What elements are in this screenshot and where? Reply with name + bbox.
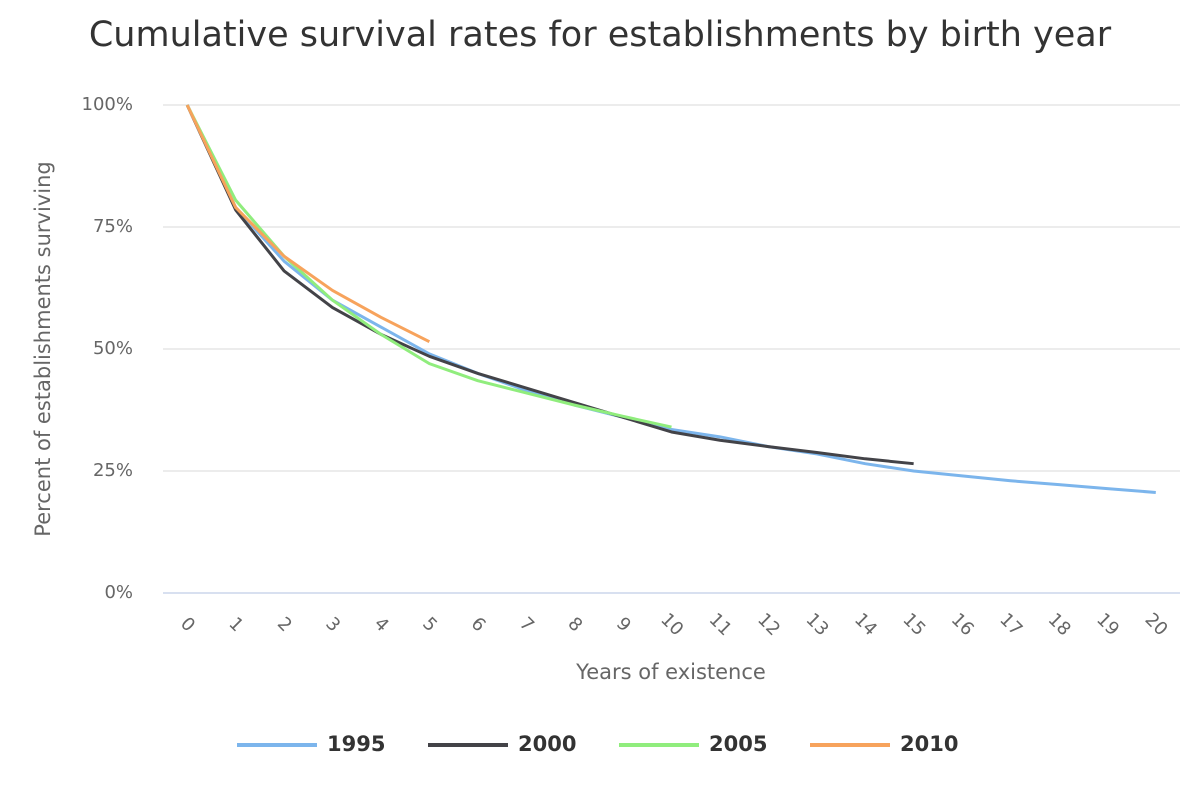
x-tick-label: 3 (321, 613, 344, 636)
legend-label: 2005 (709, 732, 767, 756)
x-tick-label: 2 (273, 613, 296, 636)
x-tick-label: 18 (1044, 609, 1075, 640)
series-line (185, 104, 672, 429)
series-line (185, 104, 431, 344)
x-tick-label: 7 (515, 613, 538, 636)
y-tick-label: 75% (93, 216, 133, 237)
y-tick-label: 50% (93, 338, 133, 359)
series-line (185, 104, 1156, 494)
x-tick-label: 15 (898, 609, 929, 640)
series-line (185, 104, 914, 466)
legend-label: 2010 (900, 732, 958, 756)
x-tick-label: 4 (370, 613, 393, 636)
x-tick-label: 0 (176, 613, 199, 636)
x-tick-label: 19 (1092, 609, 1123, 640)
y-tick-label: 0% (104, 582, 133, 603)
x-tick-label: 10 (656, 609, 687, 640)
x-tick-label: 20 (1141, 609, 1172, 640)
x-tick-label: 5 (418, 613, 441, 636)
x-tick-label: 1 (225, 613, 248, 636)
y-tick-label: 100% (82, 94, 133, 115)
chart-title: Cumulative survival rates for establishm… (89, 15, 1112, 55)
y-axis-title: Percent of establishments surviving (31, 161, 55, 536)
x-tick-label: 14 (850, 609, 881, 640)
x-tick-label: 9 (612, 613, 635, 636)
x-tick-label: 11 (705, 609, 736, 640)
x-axis-title: Years of existence (575, 660, 766, 684)
legend-label: 2000 (518, 732, 576, 756)
x-tick-label: 13 (802, 609, 833, 640)
legend-label: 1995 (327, 732, 385, 756)
x-tick-label: 8 (564, 613, 587, 636)
x-tick-label: 12 (753, 609, 784, 640)
x-tick-label: 17 (995, 609, 1026, 640)
x-tick-label: 16 (947, 609, 978, 640)
x-tick-label: 6 (467, 613, 490, 636)
y-tick-label: 25% (93, 460, 133, 481)
